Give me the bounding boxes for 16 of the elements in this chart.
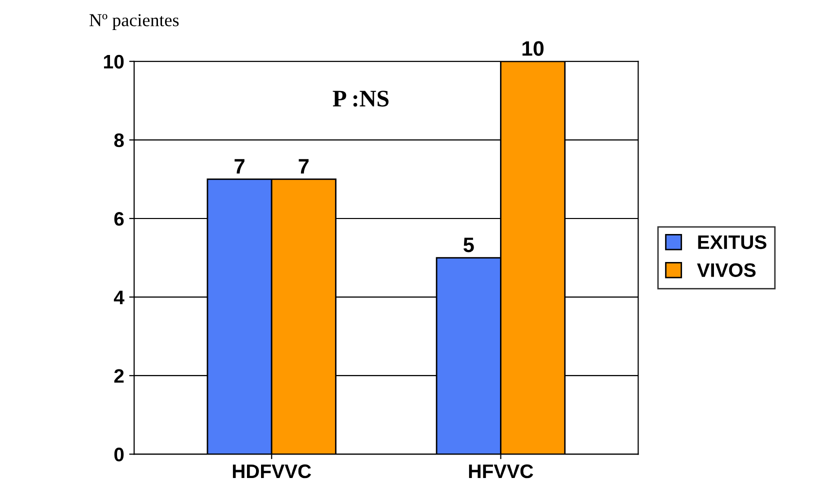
legend-label: VIVOS <box>697 263 756 278</box>
x-tick-label: HFVVC <box>469 464 534 478</box>
y-tick-label: 0 <box>114 448 124 462</box>
data-label: 7 <box>234 159 244 174</box>
y-tick-label: 4 <box>114 290 124 304</box>
y-axis-title: Nº pacientes <box>90 14 179 30</box>
data-label: 5 <box>464 238 474 252</box>
y-tick-label: 10 <box>104 54 124 69</box>
y-tick-label: 6 <box>114 212 124 226</box>
data-label: 7 <box>298 159 309 174</box>
legend-label: EXITUS <box>698 235 766 250</box>
data-label: 10 <box>522 41 544 56</box>
y-tick-label: 8 <box>114 133 124 148</box>
y-tick-label: 2 <box>114 369 124 383</box>
x-tick-label: HDFVVC <box>232 464 312 478</box>
annotation: P :NS <box>332 90 389 107</box>
